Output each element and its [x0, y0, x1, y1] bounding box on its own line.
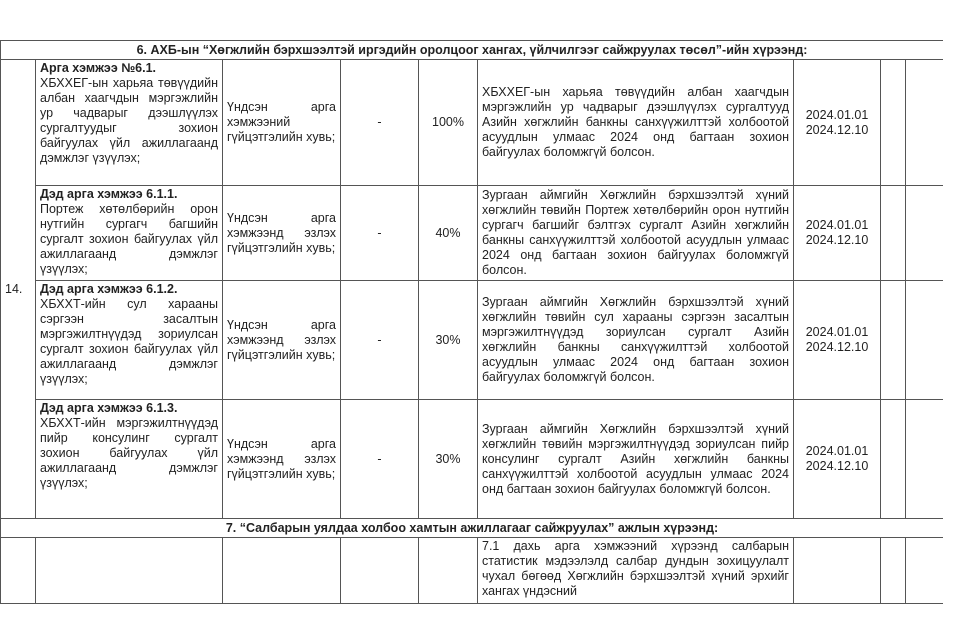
target: 30%	[418, 280, 478, 400]
section-row: 7. “Салбарын уялдаа холбоо хамтын ажилла…	[0, 518, 943, 538]
empty-cell	[904, 399, 943, 519]
empty-cell	[0, 537, 36, 604]
empty-cell	[880, 59, 906, 186]
baseline: -	[340, 185, 419, 281]
date: 2024.01.01	[805, 107, 869, 122]
indicator: Үндсэн арга хэмжээнд эзлэх гүйцэтгэлийн …	[222, 185, 341, 281]
date: 2024.01.01	[805, 444, 869, 458]
empty-cell	[880, 280, 906, 400]
empty-cell	[340, 537, 419, 604]
table-wrap: 6. АХБ-ын “Хөгжлийн бэрхшээлтэй иргэдийн…	[0, 40, 943, 637]
empty-cell	[418, 537, 478, 604]
activity-text: ХБХХТ-ийн сул харааны сэргээн засалтын м…	[40, 297, 218, 386]
activity-cell: Дэд арга хэмжээ 6.1.2. ХБХХТ-ийн сул хара…	[35, 280, 223, 400]
date: 2024.12.10	[805, 340, 869, 354]
target: 100%	[418, 59, 478, 186]
activity-row: Дэд арга хэмжээ 6.1.3. ХБХХТ-ийн мэргэжил…	[1, 399, 943, 519]
activity-text: ХБХХТ-ийн мэргэжилтнүүдэд пийр консулинг…	[40, 416, 218, 490]
result: Зургаан аймгийн Хөгжлийн бэрхшээлтэй хүн…	[477, 280, 794, 400]
empty-cell	[222, 537, 341, 604]
activity-text: Портеж хөтөлбөрийн орон нутгийн сургагч …	[40, 202, 218, 276]
result: ХБХХЕГ-ын харьяа төвүүдийн албан хаагчды…	[477, 59, 794, 186]
activity-row: Дэд арга хэмжээ 6.1.1. Портеж хөтөлбөрийн…	[1, 185, 943, 281]
activity-cell: Дэд арга хэмжээ 6.1.3. ХБХХТ-ийн мэргэжил…	[35, 399, 223, 519]
empty-cell	[793, 537, 881, 604]
indicator: Үндсэн арга хэмжээний гүйцэтгэлийн хувь;	[222, 59, 341, 186]
empty-cell	[880, 185, 906, 281]
dates: 2024.01.01 2024.12.10	[793, 280, 881, 400]
table-body: 6. АХБ-ын “Хөгжлийн бэрхшээлтэй иргэдийн…	[0, 40, 943, 604]
target: 40%	[418, 185, 478, 281]
dates: 2024.01.01 2024.12.10	[793, 185, 881, 281]
activity-row: Дэд арга хэмжээ 6.1.2. ХБХХТ-ийн сул хара…	[1, 280, 943, 400]
empty-cell	[904, 537, 943, 604]
baseline: -	[340, 59, 419, 186]
baseline: -	[340, 399, 419, 519]
activity-heading: Арга хэмжээ №6.1.	[40, 61, 156, 75]
empty-cell	[35, 537, 223, 604]
date: 2024.12.10	[805, 233, 869, 247]
section-title: 7. “Салбарын уялдаа холбоо хамтын ажилла…	[0, 518, 943, 538]
result: Зургаан аймгийн Хөгжлийн бэрхшээлтэй хүн…	[477, 399, 794, 519]
empty-cell	[880, 537, 906, 604]
section-row: 6. АХБ-ын “Хөгжлийн бэрхшээлтэй иргэдийн…	[0, 40, 943, 60]
activity-text: ХБХХЕГ-ын харьяа төвүүдийн албан хаагчды…	[40, 76, 218, 165]
result: Зургаан аймгийн Хөгжлийн бэрхшээлтэй хүн…	[477, 185, 794, 281]
target: 30%	[418, 399, 478, 519]
activity-cell: Арга хэмжээ №6.1. ХБХХЕГ-ын харьяа төвүүд…	[35, 59, 223, 186]
indicator: Үндсэн арга хэмжээнд эзлэх гүйцэтгэлийн …	[222, 399, 341, 519]
baseline: -	[340, 280, 419, 400]
activity-cell: Дэд арга хэмжээ 6.1.1. Портеж хөтөлбөрийн…	[35, 185, 223, 281]
empty-cell	[904, 185, 943, 281]
row-number: 14.	[0, 59, 36, 519]
date: 2024.12.10	[805, 122, 869, 137]
dates: 2024.01.01 2024.12.10	[793, 59, 881, 186]
date: 2024.01.01	[805, 218, 869, 232]
activity-row: 7.1 дахь арга хэмжээний хүрээнд салбарын…	[0, 537, 943, 604]
empty-cell	[880, 399, 906, 519]
indicator: Үндсэн арга хэмжээнд эзлэх гүйцэтгэлийн …	[222, 280, 341, 400]
dates: 2024.01.01 2024.12.10	[793, 399, 881, 519]
section-title: 6. АХБ-ын “Хөгжлийн бэрхшээлтэй иргэдийн…	[0, 40, 943, 60]
date: 2024.12.10	[805, 459, 869, 473]
activity-heading: Дэд арга хэмжээ 6.1.2.	[40, 282, 178, 296]
report-table: 6. АХБ-ын “Хөгжлийн бэрхшээлтэй иргэдийн…	[0, 40, 943, 604]
empty-cell	[904, 59, 943, 186]
empty-cell	[904, 280, 943, 400]
activity-row: 14. Арга хэмжээ №6.1. ХБХХЕГ-ын харьяа төв…	[0, 59, 943, 519]
activity-heading: Дэд арга хэмжээ 6.1.3.	[40, 401, 178, 415]
activity-heading: Дэд арга хэмжээ 6.1.1.	[40, 187, 178, 201]
date: 2024.01.01	[805, 325, 869, 339]
result: 7.1 дахь арга хэмжээний хүрээнд салбарын…	[477, 537, 794, 604]
